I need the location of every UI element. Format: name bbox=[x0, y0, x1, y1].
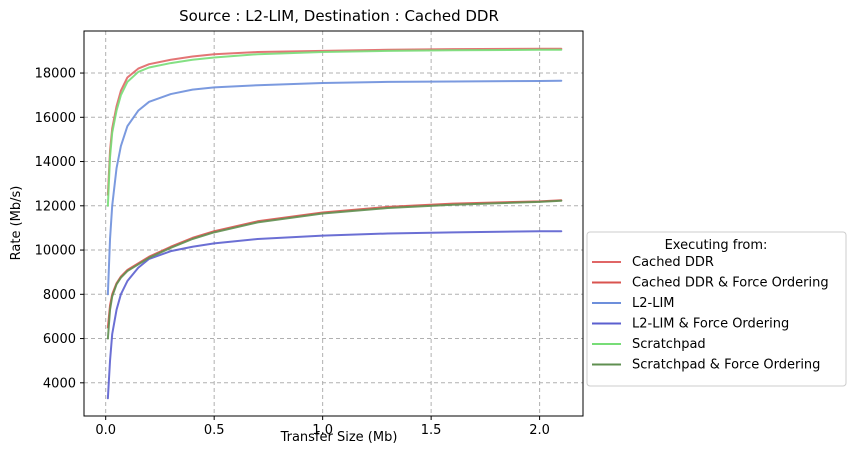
y-tick-label: 8000 bbox=[43, 288, 76, 303]
y-axis-label: Rate (Mb/s) bbox=[9, 186, 24, 261]
legend-label-scratchpad: Scratchpad bbox=[632, 337, 706, 352]
legend-items: Cached DDR Cached DDR & Force Ordering L2-… bbox=[592, 255, 829, 373]
series-line-l2-lim-force-ordering bbox=[106, 230, 563, 400]
x-axis-ticks: 0.0 0.5 1.0 1.5 2.0 bbox=[95, 416, 550, 438]
y-tick-label: 14000 bbox=[35, 155, 76, 170]
y-tick-label: 12000 bbox=[35, 199, 76, 214]
legend-title: Executing from: bbox=[665, 238, 768, 253]
x-tick-label: 0.0 bbox=[95, 423, 116, 438]
x-tick-label: 0.5 bbox=[204, 423, 225, 438]
series-line-l2-lim bbox=[106, 79, 563, 296]
legend-label-l2-lim: L2-LIM bbox=[632, 296, 675, 311]
chart-title: Source : L2-LIM, Destination : Cached DD… bbox=[179, 7, 499, 25]
y-tick-label: 6000 bbox=[43, 332, 76, 347]
y-tick-label: 18000 bbox=[35, 67, 76, 82]
legend-label-cached-ddr-force-ordering: Cached DDR & Force Ordering bbox=[632, 276, 829, 291]
legend-box bbox=[586, 231, 847, 387]
legend-label-l2-lim-force-ordering: L2-LIM & Force Ordering bbox=[632, 317, 789, 332]
series-lines bbox=[106, 47, 563, 400]
y-tick-label: 16000 bbox=[35, 111, 76, 126]
legend-label-cached-ddr: Cached DDR bbox=[632, 255, 714, 270]
series-line-scratchpad bbox=[106, 48, 563, 207]
plot-area-frame bbox=[83, 30, 584, 417]
legend: Executing from: Cached DDR Cached DDR & F… bbox=[586, 231, 847, 387]
x-tick-label: 2.0 bbox=[529, 423, 550, 438]
x-tick-label: 1.5 bbox=[421, 423, 442, 438]
series-line-scratchpad-force-ordering bbox=[106, 199, 563, 340]
x-axis-label: Transfer Size (Mb) bbox=[280, 430, 398, 445]
y-axis-ticks: 4000 6000 8000 10000 12000 14000 16000 18000 bbox=[35, 67, 84, 391]
x-tick-label: 1.0 bbox=[312, 423, 333, 438]
gridlines bbox=[84, 31, 583, 416]
y-tick-label: 10000 bbox=[35, 244, 76, 259]
legend-label-scratchpad-force-ordering: Scratchpad & Force Ordering bbox=[632, 358, 820, 373]
y-tick-label: 4000 bbox=[43, 376, 76, 391]
